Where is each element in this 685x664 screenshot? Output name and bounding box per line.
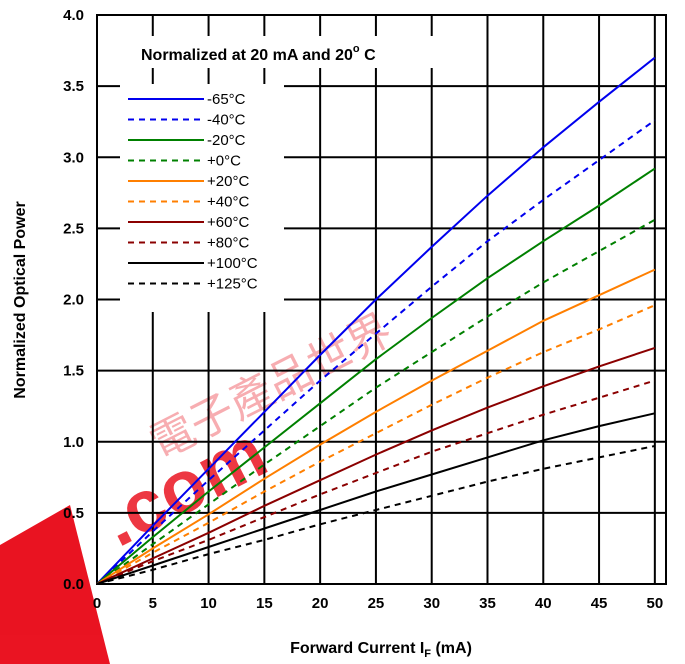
series-line-1 xyxy=(96,119,656,585)
y-tick-label: 4.0 xyxy=(63,7,84,24)
legend-background xyxy=(120,84,284,312)
annotation-text: Normalized at 20 mA and 20o C xyxy=(141,43,376,64)
series-line-0 xyxy=(96,56,656,585)
x-tick-label: 35 xyxy=(479,595,496,612)
watermark-chinese-glyphs: 電子產品世界 xyxy=(142,305,400,470)
legend-label-9: +125°C xyxy=(207,276,258,293)
series-line-8 xyxy=(96,412,656,585)
x-tick-label: 25 xyxy=(368,595,385,612)
series-line-7 xyxy=(96,379,656,585)
legend: -65°C -40°C -20°C +0°C +20°C +40°C +60°C +80°C +… xyxy=(120,84,284,312)
x-tick-label: 50 xyxy=(646,595,663,612)
y-tick-label: 2.0 xyxy=(63,292,84,309)
legend-label-4: +20°C xyxy=(207,173,249,190)
y-tick-label: 1.0 xyxy=(63,434,84,451)
plot-frame xyxy=(96,14,667,585)
x-tick-label: 15 xyxy=(256,595,273,612)
y-axis-ticks: 0.0 0.5 1.0 1.5 2.0 2.5 3.0 3.5 4.0 xyxy=(63,7,84,593)
x-tick-label: 45 xyxy=(591,595,608,612)
x-tick-label: 5 xyxy=(149,595,157,612)
x-axis-ticks: 0 5 10 15 20 25 30 35 40 45 50 xyxy=(93,595,663,612)
annotation-box xyxy=(132,36,454,68)
x-axis-title: Forward Current IF (mA) xyxy=(290,640,472,660)
y-tick-label: 0.0 xyxy=(63,576,84,593)
legend-label-7: +80°C xyxy=(207,235,249,252)
y-tick-label: 3.5 xyxy=(63,78,84,95)
watermark-red-shape xyxy=(0,505,110,664)
series-line-3 xyxy=(96,218,656,585)
legend-label-8: +100°C xyxy=(207,255,258,272)
series-lines xyxy=(96,56,656,585)
x-tick-label: 0 xyxy=(93,595,101,612)
y-tick-label: 2.5 xyxy=(63,220,84,237)
series-line-9 xyxy=(96,445,656,585)
x-tick-label: 40 xyxy=(535,595,552,612)
series-line-4 xyxy=(96,268,656,585)
x-tick-label: 30 xyxy=(423,595,440,612)
y-tick-label: 3.0 xyxy=(63,149,84,166)
series-line-2 xyxy=(96,167,656,585)
series-line-6 xyxy=(96,346,656,585)
y-tick-label: 1.5 xyxy=(63,363,84,380)
x-tick-label: 20 xyxy=(312,595,329,612)
legend-label-5: +40°C xyxy=(207,194,249,211)
x-tick-label: 10 xyxy=(200,595,217,612)
legend-label-6: +60°C xyxy=(207,214,249,231)
legend-label-0: -65°C xyxy=(207,91,246,108)
legend-label-1: -40°C xyxy=(207,112,246,129)
y-axis-title: Normalized Optical Power xyxy=(12,201,29,398)
y-tick-label: 0.5 xyxy=(63,505,84,522)
legend-label-3: +0°C xyxy=(207,153,241,170)
legend-label-2: -20°C xyxy=(207,132,246,149)
